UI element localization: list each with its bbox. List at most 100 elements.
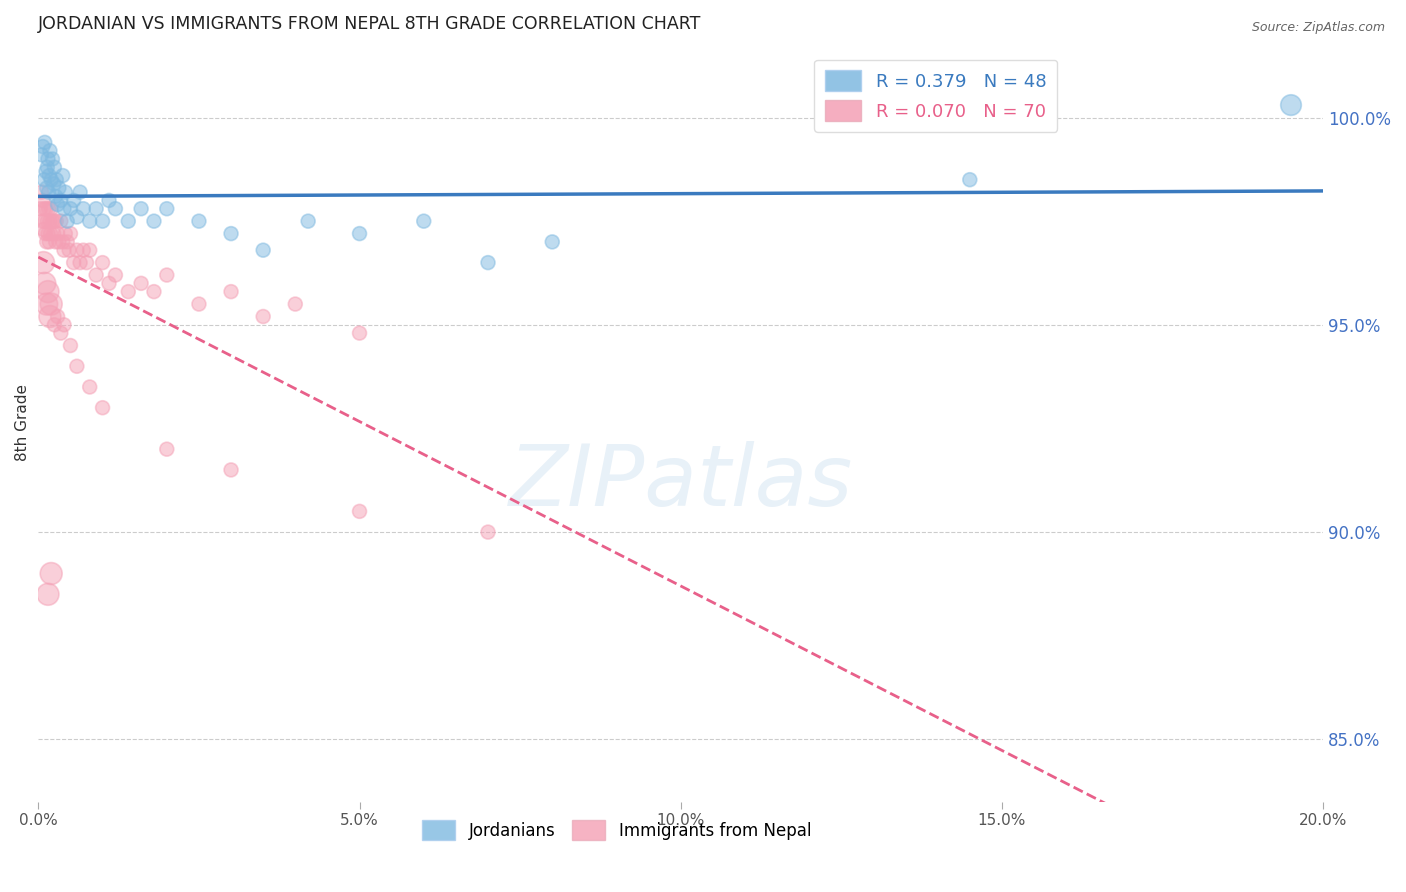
Point [79,214,101,228]
Point [49,194,72,208]
Point [349,227,371,241]
Point [117,285,139,299]
Point [84,202,107,216]
Point [46,310,69,324]
Point [129,202,152,216]
Point [45,214,67,228]
Point [45,235,67,249]
Point [37,152,59,166]
Point [412,214,434,228]
Point [349,504,371,518]
Legend: Jordanians, Immigrants from Nepal: Jordanians, Immigrants from Nepal [415,814,818,847]
Point [34,214,56,228]
Point [31,194,53,208]
Point [1279,98,1302,112]
Point [35,164,58,178]
Point [56,214,79,228]
Point [38,235,60,249]
Point [48,181,70,195]
Point [66,243,89,257]
Point [129,277,152,291]
Point [31,139,53,153]
Point [34,227,56,241]
Point [53,318,76,332]
Point [37,227,59,241]
Point [62,255,84,269]
Point [38,185,60,199]
Point [59,227,82,241]
Point [252,243,274,257]
Point [219,463,242,477]
Point [79,380,101,394]
Text: JORDANIAN VS IMMIGRANTS FROM NEPAL 8TH GRADE CORRELATION CHART: JORDANIAN VS IMMIGRANTS FROM NEPAL 8TH G… [38,15,702,33]
Point [156,268,179,282]
Point [66,359,89,374]
Point [98,277,121,291]
Point [38,202,60,216]
Point [34,277,56,291]
Point [56,235,79,249]
Point [156,202,179,216]
Point [32,172,55,186]
Point [72,243,94,257]
Point [79,243,101,257]
Point [104,268,127,282]
Point [59,338,82,352]
Y-axis label: 8th Grade: 8th Grade [15,384,30,461]
Text: Source: ZipAtlas.com: Source: ZipAtlas.com [1251,21,1385,34]
Point [44,214,66,228]
Point [53,202,76,216]
Point [38,214,60,228]
Point [35,297,58,311]
Point [49,214,72,228]
Point [37,285,59,299]
Point [48,235,70,249]
Point [37,161,59,175]
Point [72,202,94,216]
Point [541,235,564,249]
Point [32,202,55,216]
Point [52,169,75,183]
Point [31,185,53,199]
Point [156,442,179,457]
Point [41,152,63,166]
Point [219,227,242,241]
Point [37,587,59,601]
Point [98,194,121,208]
Point [297,214,319,228]
Point [46,197,69,211]
Point [44,318,66,332]
Point [62,194,84,208]
Point [39,227,62,241]
Point [38,169,60,183]
Point [35,235,58,249]
Point [52,235,75,249]
Point [35,202,58,216]
Point [91,255,114,269]
Text: ZIPatlas: ZIPatlas [509,442,853,524]
Point [34,136,56,150]
Point [53,185,76,199]
Point [39,566,62,581]
Point [53,227,76,241]
Point [32,222,55,236]
Point [117,214,139,228]
Point [39,202,62,216]
Point [69,185,91,199]
Point [91,214,114,228]
Point [31,214,53,228]
Point [38,310,60,324]
Point [37,214,59,228]
Point [252,310,274,324]
Point [69,255,91,269]
Point [349,326,371,340]
Point [187,297,209,311]
Point [35,181,58,195]
Point [45,189,67,203]
Point [477,255,499,269]
Point [58,243,80,257]
Point [45,172,67,186]
Point [46,227,69,241]
Point [143,285,166,299]
Point [104,202,127,216]
